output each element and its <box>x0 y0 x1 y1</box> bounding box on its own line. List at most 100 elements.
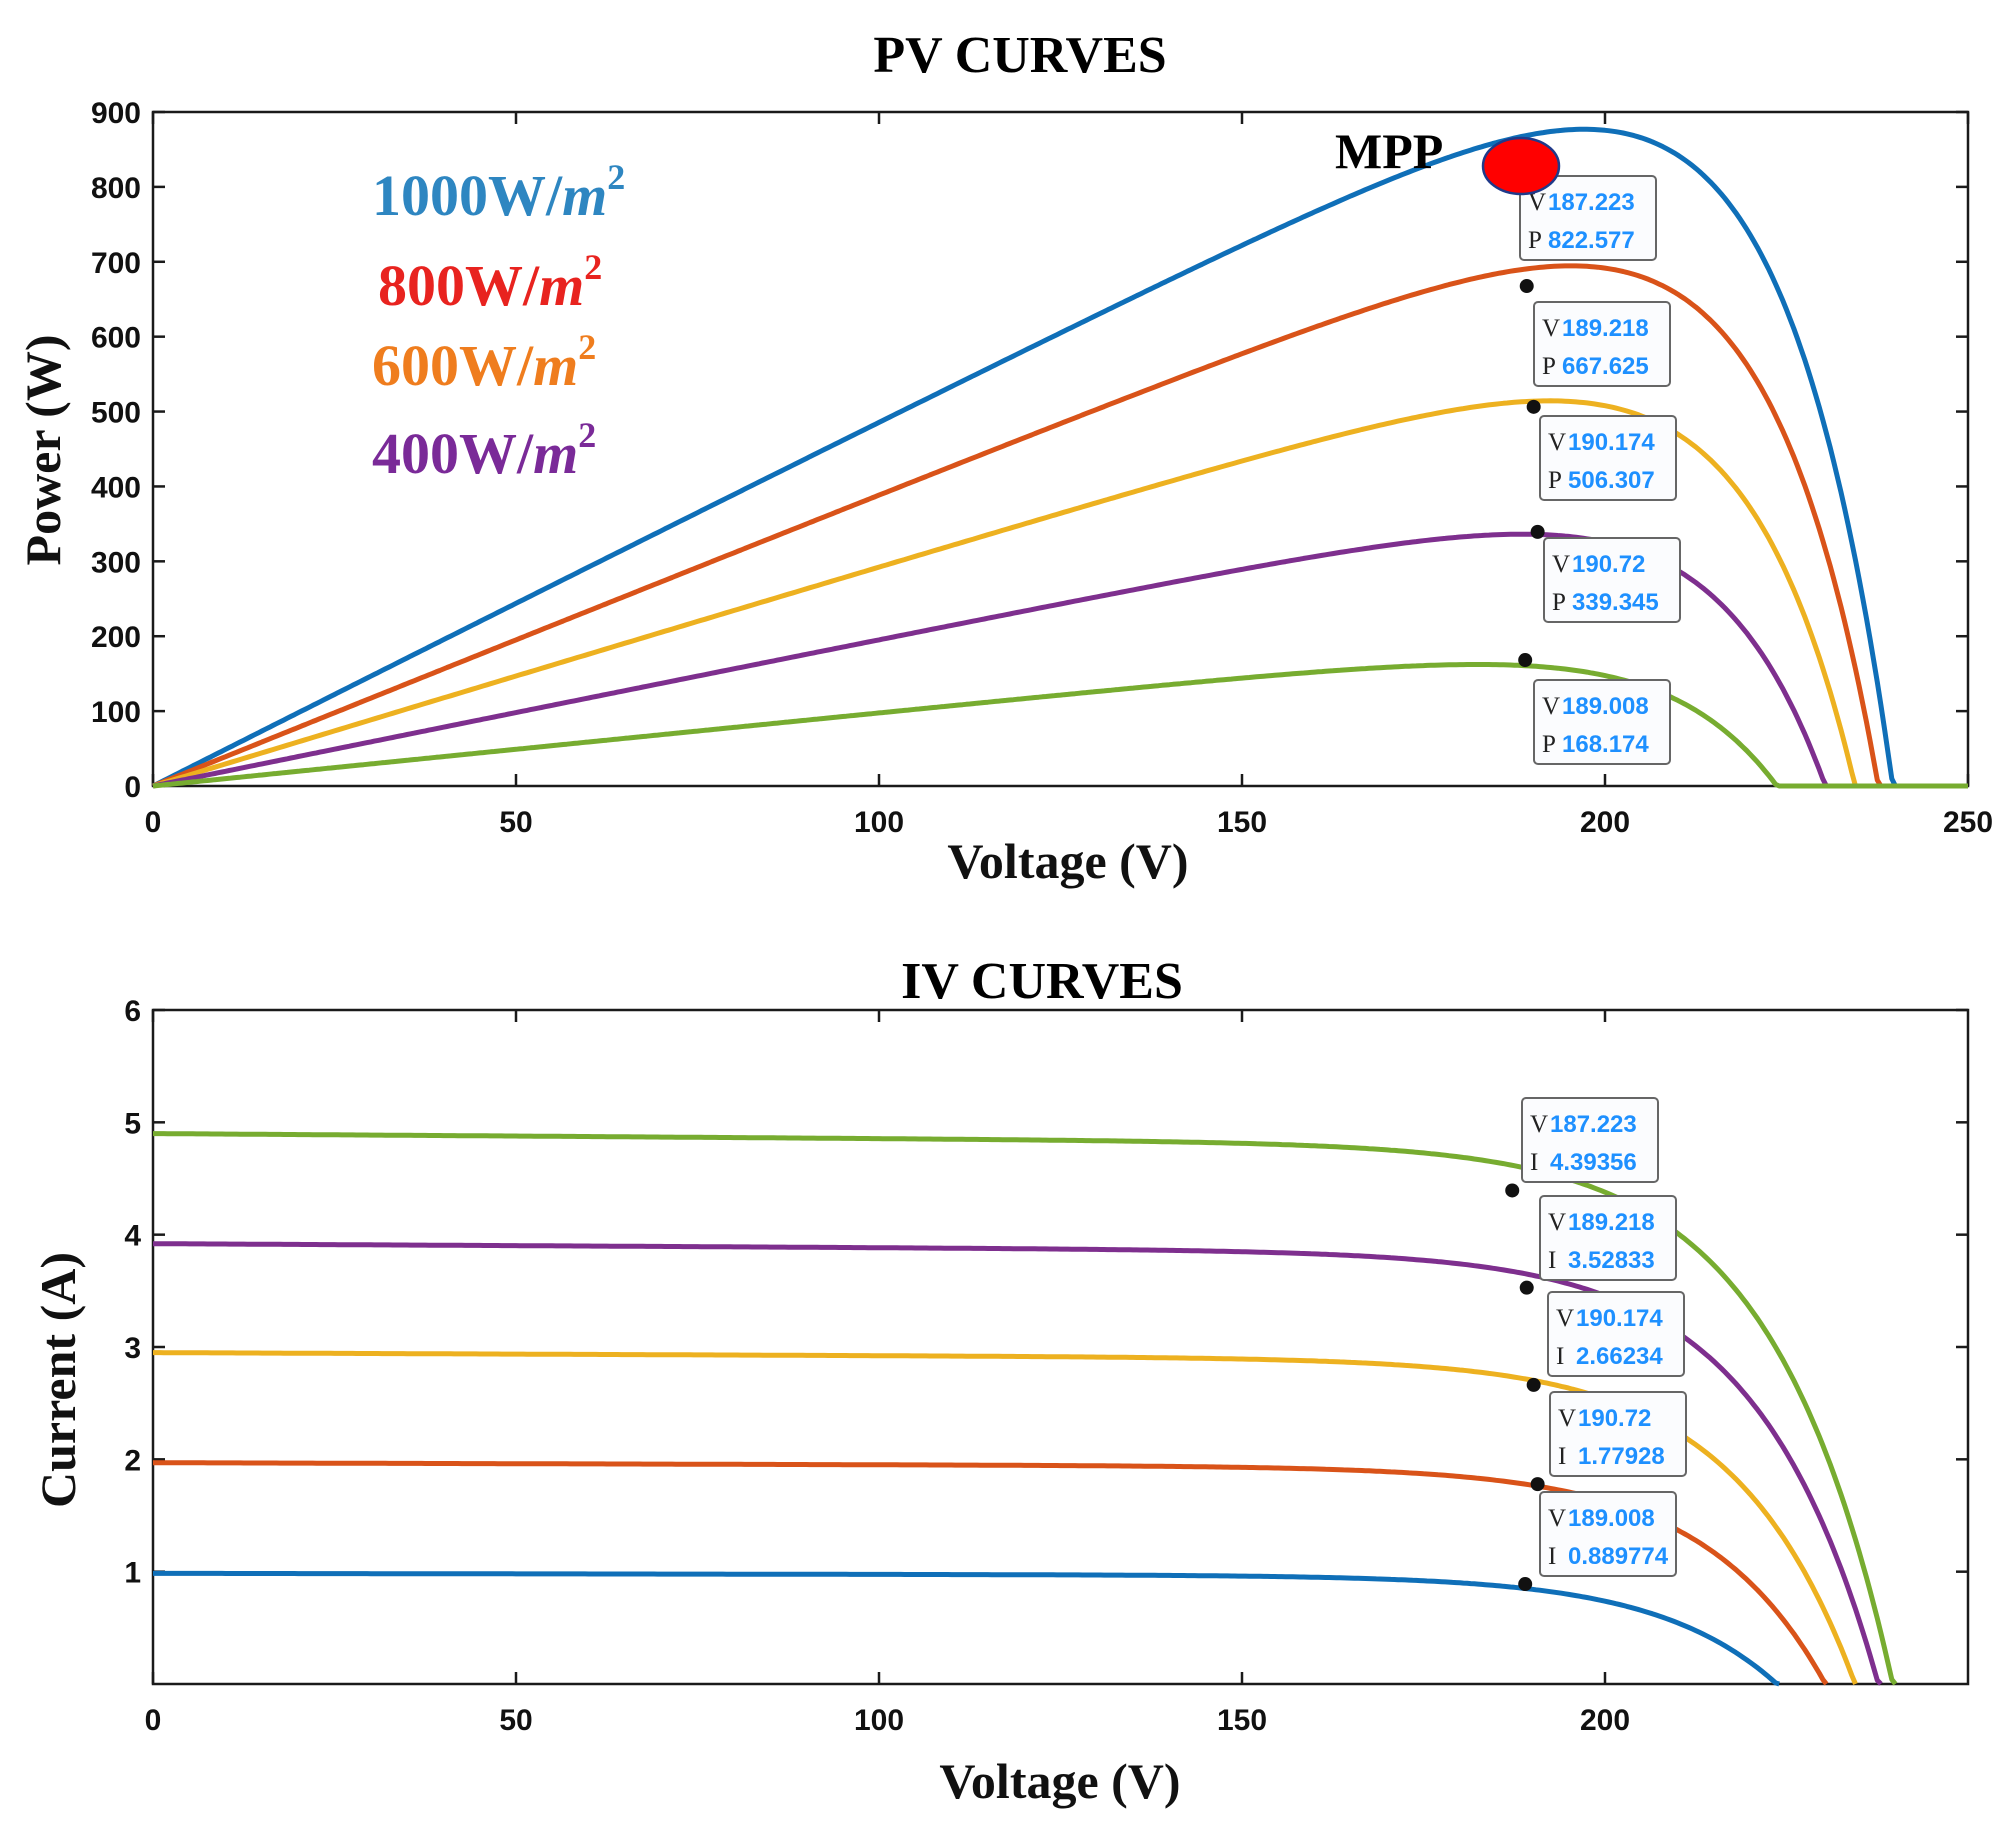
1-x-tick-label: 50 <box>499 1704 532 1737</box>
1-data-tip-y-key: I <box>1548 1247 1556 1274</box>
1-data-tip: V 189.218 I 3.52833 <box>1519 1195 1677 1295</box>
pv-legend-1000: 1000W/m2 <box>372 157 625 228</box>
iv-series-line <box>153 1350 1858 1685</box>
1-data-tip-marker <box>1505 1183 1520 1198</box>
pv-legend-400-unit: m <box>533 421 578 486</box>
1-data-tip-y-value: 3.52833 <box>1568 1247 1655 1274</box>
1-data-tip-marker <box>1518 1577 1533 1592</box>
0-y-tick-label: 900 <box>91 97 141 130</box>
1-data-tip-y-key: I <box>1548 1543 1556 1570</box>
0-data-tip-box <box>1539 415 1677 501</box>
0-x-tick-label: 0 <box>145 806 162 839</box>
pv-legend-600: 600W/m2 <box>372 327 596 398</box>
0-x-tick-label: 200 <box>1580 806 1630 839</box>
1-data-tip-box <box>1547 1291 1685 1377</box>
1-data-tip-x-value: 190.72 <box>1578 1405 1651 1432</box>
1-data-tip: V 187.223 I 4.39356 <box>1505 1097 1659 1198</box>
0-data-tip-y-value: 168.174 <box>1562 731 1649 758</box>
iv-chart: IV CURVES 1 2 3 4 5 6 0 50 100 150 200 Voltage (V… <box>30 953 1970 1809</box>
pv-legend-400: 400W/m2 <box>372 415 596 486</box>
pv-legend-600-exp: 2 <box>578 327 596 367</box>
pv-legend-1000-unit: m <box>562 163 607 228</box>
0-data-tip-x-key: V <box>1528 189 1546 216</box>
0-data-tip-y-key: P <box>1542 353 1556 380</box>
0-x-tick-label: 150 <box>1217 806 1267 839</box>
1-y-tick-label: 6 <box>124 995 141 1028</box>
0-data-tip-x-value: 190.72 <box>1572 551 1645 578</box>
0-y-tick-label: 600 <box>91 322 141 355</box>
1-data-tip-x-key: V <box>1556 1305 1574 1332</box>
1-data-tip-marker <box>1530 1477 1545 1492</box>
0-y-tick-label: 300 <box>91 546 141 579</box>
0-x-tick-label: 100 <box>854 806 904 839</box>
pv-legend-400-exp: 2 <box>578 415 596 455</box>
iv-x-ticks: 0 50 100 150 200 <box>145 1010 1630 1737</box>
pv-legend-1000-exp: 2 <box>607 157 625 197</box>
pv-x-axis-label: Voltage (V) <box>947 833 1188 889</box>
1-data-tip-x-value: 189.218 <box>1568 1209 1655 1236</box>
1-x-tick-label: 100 <box>854 1704 904 1737</box>
1-data-tip-x-key: V <box>1530 1111 1548 1138</box>
1-data-tip-x-value: 190.174 <box>1576 1305 1663 1332</box>
1-y-tick-label: 2 <box>124 1444 141 1477</box>
0-x-tick-label: 250 <box>1943 806 1993 839</box>
iv-y-axis-label: Current (A) <box>30 1252 86 1508</box>
0-y-tick-label: 500 <box>91 397 141 430</box>
0-data-tip-y-value: 506.307 <box>1568 467 1655 494</box>
1-data-tip-y-value: 1.77928 <box>1578 1443 1665 1470</box>
0-data-tip-box <box>1533 301 1671 387</box>
0-y-tick-label: 400 <box>91 471 141 504</box>
1-y-tick-label: 3 <box>124 1332 141 1365</box>
pv-legend-800-exp: 2 <box>584 247 602 287</box>
1-data-tip: V 189.008 I 0.889774 <box>1518 1491 1677 1592</box>
0-data-tip-y-key: P <box>1542 731 1556 758</box>
0-data-tip-x-value: 187.223 <box>1548 189 1635 216</box>
0-data-tip-x-key: V <box>1548 429 1566 456</box>
0-data-tip-marker <box>1530 524 1545 539</box>
mpp-marker <box>1481 136 1561 196</box>
iv-series-line <box>153 1460 1829 1686</box>
1-data-tip-y-key: I <box>1556 1343 1564 1370</box>
1-data-tip-box <box>1521 1097 1659 1183</box>
pv-legend-1000-text: 1000W/ <box>372 163 563 228</box>
1-data-tip-x-key: V <box>1548 1209 1566 1236</box>
0-data-tip-y-value: 667.625 <box>1562 353 1649 380</box>
iv-series-line <box>153 1131 1898 1686</box>
1-y-tick-label: 4 <box>124 1220 141 1253</box>
1-data-tip-box <box>1539 1195 1677 1281</box>
0-data-tip-y-value: 339.345 <box>1572 589 1659 616</box>
pv-x-ticks: 0 50 100 150 200 250 <box>145 112 1993 839</box>
0-data-tip-x-value: 189.008 <box>1562 693 1649 720</box>
0-data-tip-marker <box>1526 399 1541 414</box>
1-data-tip-marker <box>1526 1377 1541 1392</box>
0-y-tick-label: 0 <box>124 771 141 804</box>
pv-series-line <box>152 263 1968 789</box>
0-y-tick-label: 800 <box>91 172 141 205</box>
1-data-tip-box <box>1549 1391 1687 1477</box>
0-data-tip-x-key: V <box>1542 693 1560 720</box>
1-data-tip-box <box>1539 1491 1677 1577</box>
1-data-tip-y-value: 2.66234 <box>1576 1343 1663 1370</box>
pv-chart: PV CURVES 0 100 200 300 400 500 600 700 800 900 0… <box>15 27 1993 889</box>
pv-legend: 1000W/m2 800W/m2 600W/m2 400W/m2 <box>372 157 625 486</box>
0-y-tick-label: 200 <box>91 621 141 654</box>
pv-legend-800-text: 800W/ <box>378 253 540 318</box>
iv-x-axis-label: Voltage (V) <box>939 1753 1180 1809</box>
0-y-tick-label: 700 <box>91 247 141 280</box>
iv-chart-title: IV CURVES <box>901 953 1183 1010</box>
0-data-tip-y-key: P <box>1528 227 1542 254</box>
0-data-tip: V 190.72P 339.345 <box>1530 524 1681 623</box>
iv-y-ticks: 1 2 3 4 5 6 <box>124 995 1968 1590</box>
1-data-tip-y-key: I <box>1558 1443 1566 1470</box>
pv-legend-600-text: 600W/ <box>372 333 534 398</box>
1-data-tip-y-value: 4.39356 <box>1550 1149 1637 1176</box>
pv-chart-title: PV CURVES <box>873 27 1166 84</box>
0-data-tip-x-key: V <box>1542 315 1560 342</box>
pv-legend-400-text: 400W/ <box>372 421 534 486</box>
